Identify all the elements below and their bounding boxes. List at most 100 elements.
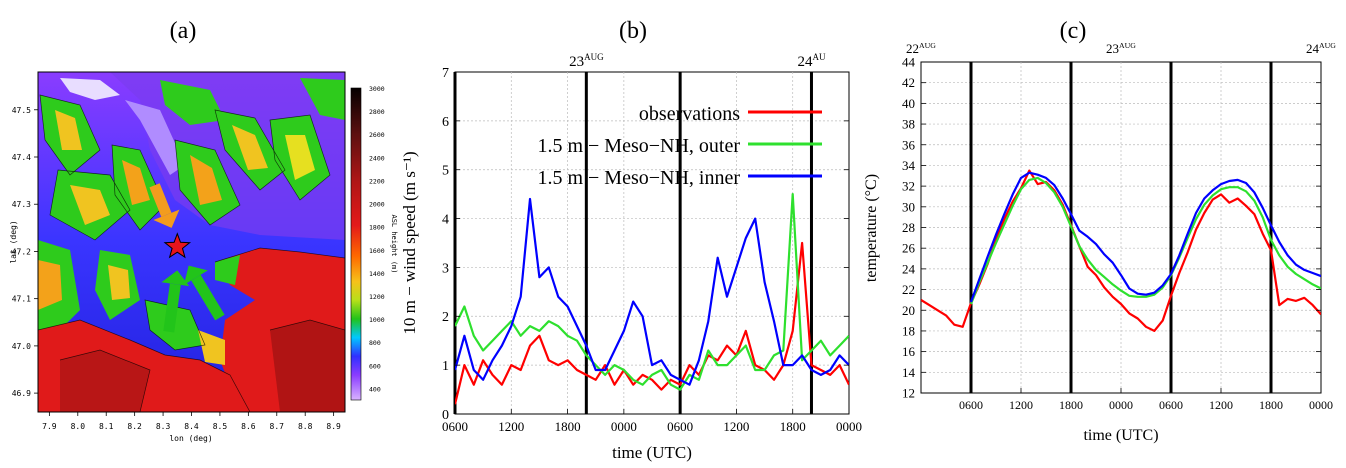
map-x-label: lon (deg) — [169, 434, 212, 443]
x-tick-label: 0000 — [611, 419, 637, 434]
series-line — [969, 176, 1321, 305]
y-tick-label: 34 — [902, 158, 916, 173]
wind-arrow — [191, 274, 225, 321]
colorbar-tick-label: 3000 — [369, 85, 385, 93]
colorbar-tick-label: 600 — [369, 362, 381, 370]
map-annotations — [149, 183, 225, 333]
colorbar-tick-label: 2800 — [369, 108, 385, 116]
series-line — [455, 197, 849, 386]
map-y-tick-label: 46.9 — [12, 389, 31, 398]
x-tick-label: 1800 — [1259, 398, 1283, 412]
y-tick-label: 36 — [902, 137, 916, 152]
day-label: 24AU — [797, 52, 825, 70]
wind-chart-frame — [454, 71, 850, 415]
day-label: 23AUG — [1106, 41, 1136, 56]
colorbar-tick-label: 1600 — [369, 247, 385, 255]
y-tick-label: 0 — [442, 408, 449, 423]
y-tick-label: 30 — [902, 199, 915, 214]
site-star-icon — [163, 232, 192, 259]
x-tick-label: 1800 — [1059, 398, 1083, 412]
y-tick-label: 12 — [902, 386, 915, 401]
series-line — [455, 193, 849, 391]
terrain-map — [38, 72, 345, 412]
y-tick-label: 5 — [442, 164, 449, 179]
x-tick-label: 1800 — [780, 419, 806, 434]
colorbar-tick-label: 2200 — [369, 177, 385, 185]
colorbar-tick-label: 2400 — [369, 154, 385, 162]
x-tick-label: 1200 — [723, 419, 749, 434]
map-y-tick-label: 47.5 — [12, 106, 31, 115]
x-tick-label: 0000 — [1309, 398, 1333, 412]
colorbar-tick-label: 1800 — [369, 224, 385, 232]
map-y-tick-label: 47.4 — [12, 153, 31, 162]
x-tick-label: 0600 — [959, 398, 983, 412]
y-tick-label: 1 — [442, 359, 449, 374]
y-tick-label: 42 — [902, 75, 915, 90]
x-tick-label: 0600 — [442, 419, 468, 434]
map-y-label: lat (deg) — [9, 220, 18, 263]
legend-label: observations — [639, 103, 740, 125]
map-x-tick-label: 8.4 — [184, 422, 199, 431]
x-tick-label: 1200 — [1009, 398, 1033, 412]
map-y-tick-label: 47.0 — [12, 342, 31, 351]
colorbar-tick-label: 1400 — [369, 270, 385, 278]
wind-arrow-head — [161, 270, 190, 287]
y-tick-label: 32 — [902, 179, 915, 194]
colorbar-label: ASL height (m) — [390, 214, 398, 273]
panel-label-b: (b) — [619, 18, 647, 44]
colorbar-tick-label: 800 — [369, 339, 381, 347]
day-label: 23AUG — [569, 52, 604, 70]
series-line — [969, 171, 1321, 303]
map-x-tick-label: 8.8 — [298, 422, 313, 431]
y-tick-label: 38 — [902, 117, 915, 132]
temperature-axes: 12 14 16 18 20 22 24 26 28 30 32 34 36 38 40 42 44 0600 12… — [902, 55, 1333, 412]
map-x-tick-label: 8.0 — [71, 422, 86, 431]
colorbar-tick-label: 400 — [369, 385, 381, 393]
y-tick-label: 3 — [442, 261, 449, 276]
map-x-tick-label: 8.2 — [127, 422, 142, 431]
x-tick-label: 1200 — [1209, 398, 1233, 412]
map-y-tick-label: 47.3 — [12, 200, 31, 209]
map-y-ticks: 47.5 47.4 47.3 47.2 47.1 47.0 46.9 — [12, 106, 38, 398]
legend-label: 1.5 m − Meso−NH, outer — [537, 135, 740, 157]
colorbar-tick-label: 2000 — [369, 201, 385, 209]
map-y-tick-label: 47.1 — [12, 295, 31, 304]
wind-arrow — [163, 283, 181, 333]
map-x-tick-label: 8.3 — [156, 422, 171, 431]
y-tick-label: 44 — [902, 55, 916, 70]
map-panel: 7.9 8.0 8.1 8.2 8.3 8.4 8.5 8.6 8.7 8.8 8.9 47.547… — [9, 71, 398, 443]
x-tick-label: 0600 — [667, 419, 693, 434]
y-tick-label: 4 — [442, 212, 449, 227]
y-tick-label: 26 — [902, 241, 916, 256]
temperature-series — [921, 169, 1321, 332]
day-label: 24AUG — [1306, 41, 1336, 56]
map-x-tick-label: 7.9 — [42, 422, 57, 431]
wind-y-label: 10 m − wind speed (m s⁻¹) — [400, 151, 419, 334]
map-x-tick-label: 8.7 — [270, 422, 285, 431]
wind-legend: observations 1.5 m − Meso−NH, outer 1.5 m … — [537, 103, 822, 189]
y-tick-label: 7 — [442, 66, 449, 81]
map-x-tick-label: 8.9 — [326, 422, 341, 431]
wind-x-label: time (UTC) — [612, 443, 692, 462]
y-tick-label: 20 — [902, 303, 915, 318]
map-x-ticks: 7.9 8.0 8.1 8.2 8.3 8.4 8.5 8.6 8.7 8.8 8.9 — [42, 412, 341, 431]
wind-arrow — [149, 183, 172, 217]
temperature-x-label: time (UTC) — [1083, 427, 1158, 444]
x-tick-label: 0600 — [1159, 398, 1183, 412]
y-tick-label: 6 — [442, 115, 449, 130]
panel-label-a: (a) — [170, 18, 197, 44]
x-tick-label: 1800 — [555, 419, 581, 434]
temperature-chart: 22AUG 23AUG 24AUG 121416182022242628303234… — [863, 41, 1336, 444]
wind-arrow-head — [183, 265, 208, 285]
wind-axes: 0 1 2 3 4 5 6 7 0600 1200 1800 0000 0600 1200 1800 0000 — [442, 66, 862, 434]
x-tick-label: 0000 — [836, 419, 862, 434]
colorbar — [350, 87, 362, 401]
y-tick-label: 40 — [902, 96, 915, 111]
map-x-tick-label: 8.6 — [241, 422, 256, 431]
map-x-tick-label: 8.5 — [213, 422, 228, 431]
y-tick-label: 24 — [902, 261, 916, 276]
legend-label: 1.5 m − Meso−NH, inner — [537, 167, 740, 189]
temperature-grid — [921, 62, 1321, 393]
colorbar-tick-label: 1000 — [369, 316, 385, 324]
